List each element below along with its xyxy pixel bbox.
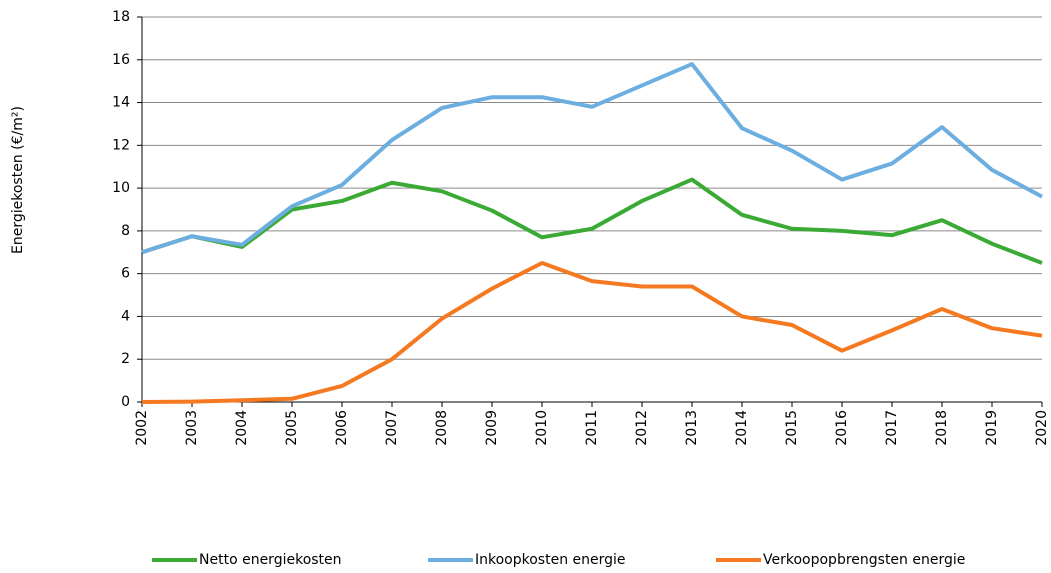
y-tick-label: 14	[112, 95, 130, 111]
y-tick-label: 12	[112, 137, 130, 153]
legend-label: Netto energiekosten	[199, 552, 342, 568]
series-line	[141, 260, 1043, 404]
x-tick-label: 2010	[534, 410, 550, 446]
x-tick-label: 2019	[984, 410, 1000, 446]
x-tick-label: 2009	[484, 410, 500, 446]
y-axis-label: Energiekosten (€/m²)	[10, 106, 26, 254]
x-tick-label: 2002	[134, 410, 150, 446]
x-tick-label: 2020	[1034, 410, 1050, 446]
x-tick-label: 2012	[634, 410, 650, 446]
series-line	[141, 177, 1043, 265]
x-tick-label: 2011	[584, 410, 600, 446]
legend-label: Inkoopkosten energie	[475, 552, 626, 568]
y-tick-label: 10	[112, 180, 130, 196]
y-tick-label: 6	[121, 266, 130, 282]
x-tick-label: 2015	[784, 410, 800, 446]
y-tick-label: 0	[121, 394, 130, 410]
x-tick-label: 2004	[234, 410, 250, 446]
x-tick-label: 2007	[384, 410, 400, 446]
x-tick-label: 2006	[334, 410, 350, 446]
x-tick-label: 2003	[184, 410, 200, 446]
series-line	[141, 62, 1043, 255]
x-tick-label: 2008	[434, 410, 450, 446]
y-tick-label: 2	[121, 351, 130, 367]
y-tick-label: 18	[112, 9, 130, 25]
y-tick-label: 4	[121, 308, 130, 324]
legend-label: Verkoopopbrengsten energie	[763, 552, 965, 568]
x-tick-label: 2013	[684, 410, 700, 446]
x-tick-label: 2014	[734, 410, 750, 446]
y-tick-label: 8	[121, 223, 130, 239]
y-tick-label: 16	[112, 52, 130, 68]
x-tick-label: 2017	[884, 410, 900, 446]
x-tick-label: 2005	[284, 410, 300, 446]
x-tick-label: 2018	[934, 410, 950, 446]
x-tick-label: 2016	[834, 410, 850, 446]
